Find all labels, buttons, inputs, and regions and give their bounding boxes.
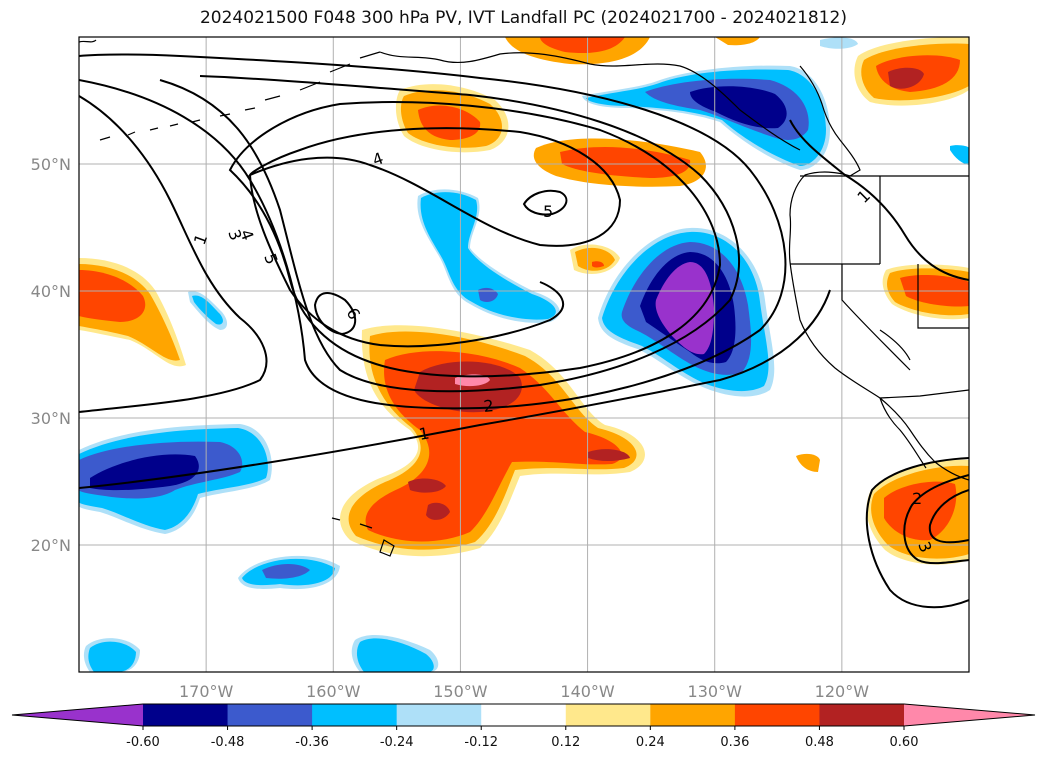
latitude-label: 30°N xyxy=(31,409,71,428)
longitude-label: 140°W xyxy=(560,682,615,701)
pv-contour-5 xyxy=(247,127,622,348)
pv-contour-1 xyxy=(79,95,268,413)
colorbar-segment xyxy=(819,704,905,726)
north-america-coastline xyxy=(788,65,969,481)
colorbar-tick-label: 0.12 xyxy=(551,735,580,750)
colorbar-segment xyxy=(312,704,398,726)
colorbar-segment xyxy=(734,704,820,726)
colorbar-segment xyxy=(650,704,736,726)
pv-contour-3 xyxy=(928,489,969,544)
pv-contour-label: 2 xyxy=(912,489,922,508)
longitude-label: 120°W xyxy=(815,682,870,701)
colorbar-tick-label: 0.60 xyxy=(890,735,919,750)
coastlines xyxy=(79,39,969,557)
latitude-label: 50°N xyxy=(31,155,71,174)
negative-anomaly-blob xyxy=(820,37,858,49)
negative-anomaly-blob xyxy=(950,145,969,165)
positive-anomaly-blob xyxy=(796,453,820,472)
negative-anomaly-blob xyxy=(655,262,714,355)
map-frame xyxy=(78,36,970,673)
pv-contour-1 xyxy=(865,457,969,609)
colorbar-tick-label: -0.48 xyxy=(211,735,245,750)
colorbar-segment xyxy=(227,704,313,726)
positive-anomaly-blob xyxy=(414,361,522,413)
positive-anomaly-blob xyxy=(408,478,450,520)
negative-anomaly-blob xyxy=(356,638,434,672)
colorbar-tick-label: -0.24 xyxy=(380,735,414,750)
longitude-label: 130°W xyxy=(688,682,743,701)
pv-contour-4 xyxy=(228,101,722,378)
longitude-label: 170°W xyxy=(179,682,234,701)
negative-anomaly-blob xyxy=(420,192,556,320)
pv-contour-1 xyxy=(789,119,969,281)
positive-anomaly-blob xyxy=(575,247,615,271)
colorbar: -0.60 -0.48 -0.36 -0.24 -0.12 0.12 0.24 0.36 0.4… xyxy=(11,703,1036,750)
pv-contour-2 xyxy=(903,474,969,565)
positive-anomaly-blob xyxy=(540,37,625,54)
positive-anomaly-blob xyxy=(888,67,924,89)
latitude-label: 20°N xyxy=(31,536,71,555)
colorbar-extend-low xyxy=(12,704,143,726)
negative-anomaly-blob xyxy=(192,295,223,325)
pv-contour-5 xyxy=(522,189,568,216)
ivt-pc-shading xyxy=(79,37,969,672)
latitude-labels: 20°N 30°N 40°N 50°N xyxy=(31,155,71,555)
aleutian-islands xyxy=(99,51,381,141)
pv-contours xyxy=(79,53,969,609)
us-mexico-border xyxy=(879,389,969,399)
negative-anomaly-blob xyxy=(262,564,310,579)
baja-coastline xyxy=(879,397,927,469)
us-state-border xyxy=(790,176,969,371)
colorbar-segment xyxy=(481,704,567,726)
longitude-label: 160°W xyxy=(306,682,361,701)
colorbar-tick-label: -0.36 xyxy=(295,735,329,750)
graticule xyxy=(79,37,969,672)
positive-anomaly-blob xyxy=(592,261,604,268)
alaska-coastline xyxy=(379,51,801,151)
positive-anomaly-blob xyxy=(560,146,691,178)
longitude-label: 150°W xyxy=(433,682,488,701)
positive-anomaly-blob xyxy=(418,105,481,140)
colorbar-tick-label: -0.12 xyxy=(464,735,498,750)
pv-contour-6 xyxy=(313,292,357,336)
map-title: 2024021500 F048 300 hPa PV, IVT Landfall… xyxy=(199,8,847,28)
pv-contour-label: 2 xyxy=(483,396,495,416)
pv-contour-3 xyxy=(159,75,740,393)
colorbar-tick-label: 0.36 xyxy=(720,735,749,750)
colorbar-extend-high xyxy=(904,704,1035,726)
pv-contour-1 xyxy=(79,289,831,489)
negative-anomaly-blob xyxy=(90,454,199,491)
positive-anomaly-blob xyxy=(884,481,957,541)
colorbar-segment xyxy=(565,704,651,726)
positive-anomaly-blob xyxy=(588,449,630,461)
colorbar-segment xyxy=(396,704,482,726)
hawaiian-islands xyxy=(331,517,395,557)
longitude-labels: 170°W 160°W 150°W 140°W 130°W 120°W xyxy=(179,682,869,701)
kamchatka-coastline xyxy=(79,39,97,43)
colorbar-tick-label: 0.24 xyxy=(636,735,665,750)
pv-contour-label: 5 xyxy=(543,202,553,221)
pv-contour-label: 1 xyxy=(417,423,430,443)
colorbar-tick-label: 0.48 xyxy=(805,735,834,750)
negative-anomaly-blob xyxy=(690,86,787,129)
latitude-label: 40°N xyxy=(31,282,71,301)
negative-anomaly-blob xyxy=(88,641,136,672)
colorbar-segment xyxy=(143,704,229,726)
positive-anomaly-blob xyxy=(79,270,146,322)
positive-anomaly-blob xyxy=(715,37,760,46)
colorbar-tick-label: -0.60 xyxy=(126,735,160,750)
